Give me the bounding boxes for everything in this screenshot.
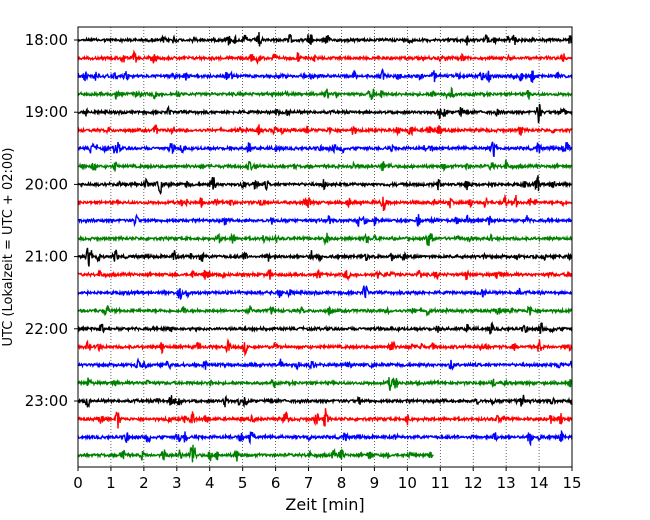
x-tick-label: 7	[304, 474, 314, 492]
y-axis-title: UTC (Lokalzeit = UTC + 02:00)	[1, 148, 16, 347]
trace-23:00	[77, 394, 573, 409]
y-axis: 18:00 19:00 20:00 21:00 22:00 23:00	[25, 31, 78, 410]
trace-22:00	[77, 321, 573, 335]
trace-22:30	[77, 357, 573, 371]
plot-frame	[77, 26, 573, 468]
y-tick-label: 21:00	[25, 248, 68, 266]
trace-18:15	[77, 49, 573, 65]
seismic-traces	[77, 32, 573, 463]
x-axis-title: Zeit [min]	[285, 495, 364, 514]
x-tick-label: 6	[271, 474, 281, 492]
y-tick-label: 22:00	[25, 320, 68, 338]
y-tick-label: 23:00	[25, 392, 68, 410]
trace-21:15	[77, 269, 573, 282]
trace-23:30	[77, 429, 573, 447]
x-tick-label: 5	[238, 474, 248, 492]
x-tick-label: 9	[370, 474, 380, 492]
x-tick-label: 11	[431, 474, 450, 492]
trace-20:00	[77, 175, 573, 195]
trace-18:00	[77, 32, 573, 47]
x-tick-label: 15	[562, 474, 581, 492]
x-tick-label: 14	[530, 474, 549, 492]
trace-18:45	[77, 86, 573, 100]
trace-21:00	[77, 247, 573, 267]
x-tick-label: 2	[139, 474, 149, 492]
trace-19:45	[77, 159, 573, 173]
y-tick-label: 18:00	[25, 31, 68, 49]
grid-lines	[110, 27, 540, 467]
trace-23:15	[77, 408, 573, 429]
trace-18:30	[77, 68, 573, 83]
trace-20:15	[77, 193, 573, 212]
trace-22:15	[77, 338, 573, 358]
x-tick-label: 1	[106, 474, 116, 492]
trace-21:45	[77, 305, 573, 317]
y-tick-label: 20:00	[25, 175, 68, 193]
x-tick-label: 8	[337, 474, 347, 492]
trace-20:30	[77, 213, 573, 228]
trace-19:15	[77, 124, 573, 137]
y-tick-label: 19:00	[25, 103, 68, 121]
trace-21:30	[77, 285, 573, 300]
x-axis: 0 1 2 3 4 5 6 7 8 9 10 11 12 13 14 15	[73, 467, 582, 492]
trace-23:45	[77, 444, 434, 463]
x-tick-label: 3	[172, 474, 182, 492]
trace-20:45	[77, 232, 573, 247]
x-tick-label: 10	[398, 474, 417, 492]
x-tick-label: 13	[497, 474, 516, 492]
trace-22:45	[77, 377, 573, 391]
x-tick-label: 0	[73, 474, 83, 492]
trace-19:00	[77, 103, 573, 124]
trace-19:30	[77, 141, 573, 158]
x-tick-label: 12	[464, 474, 483, 492]
x-tick-label: 4	[205, 474, 215, 492]
